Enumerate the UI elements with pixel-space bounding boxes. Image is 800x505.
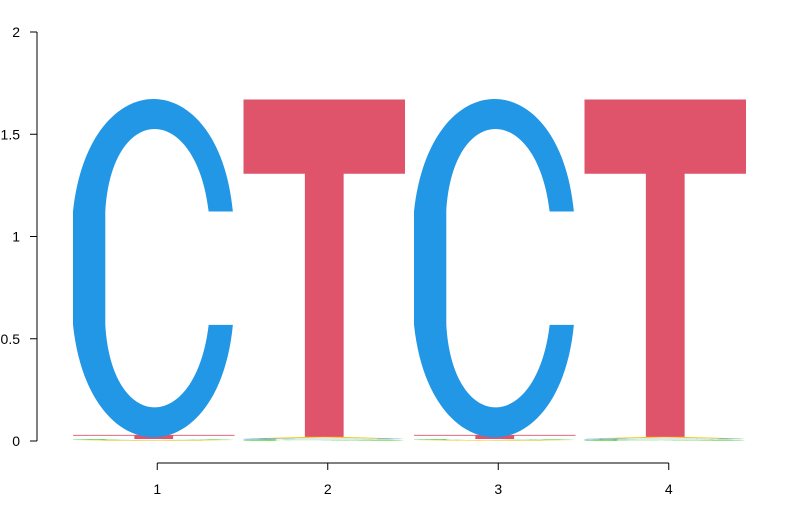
letter-A-pos-3 [414,440,576,441]
y-tick-label: 2 [12,24,20,40]
x-tick-label: 2 [324,481,332,497]
y-tick-label: 0.5 [1,331,21,347]
letter-stack-4 [584,99,746,442]
letter-G-pos-2 [243,439,404,442]
x-tick-label: 1 [153,481,161,497]
y-tick-label: 1.5 [1,126,21,142]
letter-G-pos-3 [414,438,574,441]
letter-stacks [73,99,746,442]
x-tick-label: 3 [494,481,502,497]
letter-C-pos-3 [414,99,574,438]
letter-T-pos-4 [584,99,746,437]
letter-A-pos-2 [243,436,405,439]
letter-C-pos-2 [243,438,404,440]
letter-A-pos-4 [584,436,746,439]
y-tick-label: 1 [12,229,20,245]
x-axis: 1 2 3 4 [153,462,673,497]
letter-T-pos-2 [243,99,405,437]
letter-G-pos-1 [73,438,233,441]
x-tick-label: 4 [665,481,673,497]
letter-stack-2 [243,99,405,442]
y-axis: 0 0.5 1 1.5 2 [1,24,38,449]
letter-C-pos-1 [73,99,233,438]
letter-A-pos-1 [73,440,235,441]
letter-stack-1 [73,99,235,441]
letter-G-pos-4 [584,439,745,442]
letter-stack-3 [414,99,576,441]
letter-C-pos-4 [584,438,745,440]
y-tick-label: 0 [12,433,20,449]
